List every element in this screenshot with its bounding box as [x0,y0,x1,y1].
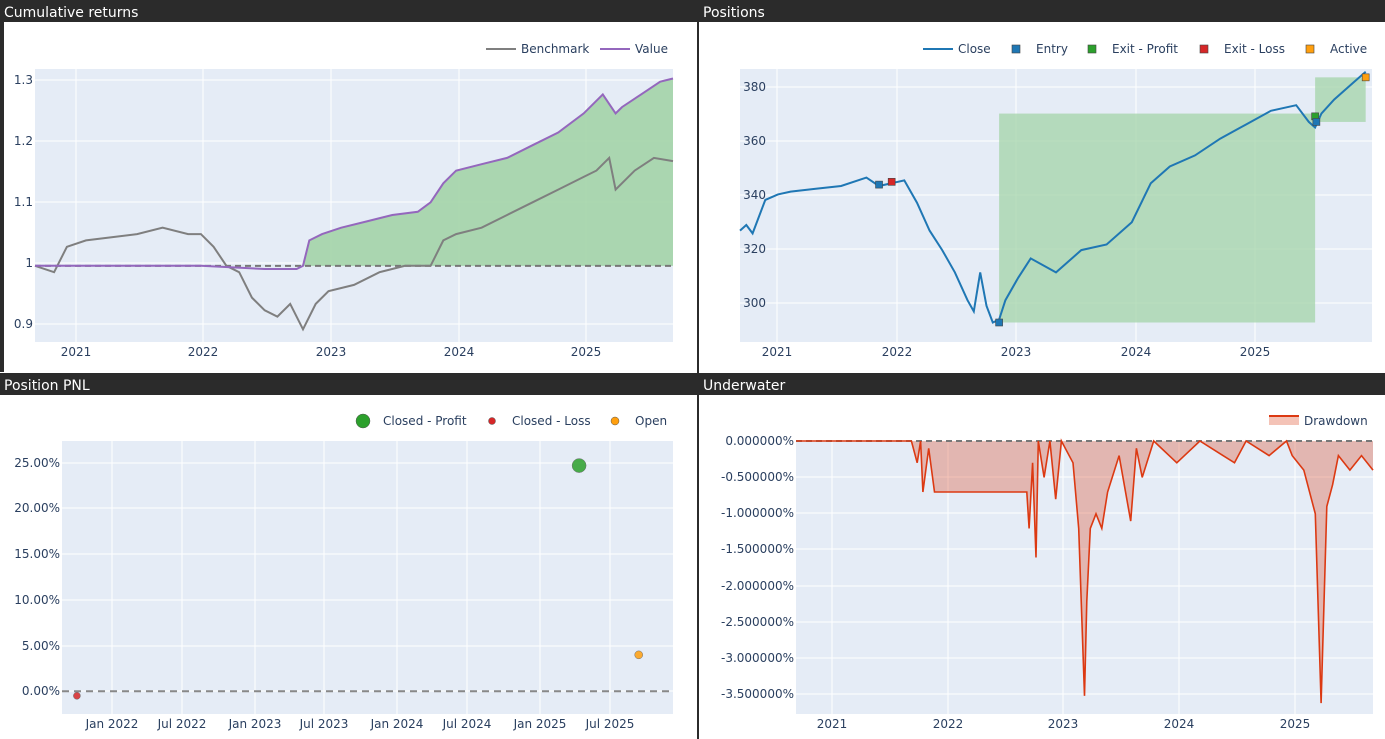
drawdown-line [796,438,1374,704]
legend-drawdown-label: Drawdown [1304,414,1368,428]
pnl-y-tick-label: 10.00% [14,593,60,607]
legend-loss-dot [488,417,496,425]
underwater-y-tick-label: -1.500000% [721,542,794,556]
pnl-x-tick-label: Jul 2022 [157,717,207,731]
cumulative-x-tick-label: 2022 [188,345,219,359]
marker-exit-loss [887,178,896,186]
cumulative-y-tick-label: 1 [25,256,33,270]
legend-loss-label: Closed - Loss [512,414,591,428]
cumulative-x-tick-label: 2024 [444,345,475,359]
marker-entry [1312,118,1321,126]
underwater-y-tick-label: 0.000000% [725,434,794,448]
cumulative-y-tick-label: 1.1 [14,195,33,209]
underwater-y-tick-label: -3.500000% [721,687,794,701]
legend-drawdown-fill [1269,416,1299,425]
pnl-y-tick-label: 20.00% [14,501,60,515]
pnl-point-open [634,650,643,660]
value-line [35,77,674,270]
pnl-x-tick-label: Jul 2025 [585,717,635,731]
pnl-x-tick-label: Jul 2024 [442,717,492,731]
pnl-y-tick-label: 25.00% [14,456,60,470]
marker-active [1361,73,1370,82]
legend-marker-label: Exit - Loss [1224,42,1285,56]
underwater-x-tick-label: 2024 [1164,717,1195,731]
positions-x-tick-label: 2021 [762,345,793,359]
pnl-point-closed-profit [571,458,587,473]
cumulative-x-tick-label: 2023 [316,345,347,359]
drawdown-area [796,441,1373,704]
legend-benchmark-label: Benchmark [521,42,589,56]
positions-y-tick-label: 320 [743,242,766,256]
underwater-x-tick-label: 2023 [1048,717,1079,731]
legend-marker-label: Exit - Profit [1112,42,1178,56]
positions-x-tick-label: 2022 [882,345,913,359]
legend-close-label: Close [958,42,991,56]
positions-zone-active [1315,77,1366,122]
positions-y-tick-label: 300 [743,296,766,310]
legend-marker-swatch [1199,44,1209,54]
pnl-x-tick-label: Jan 2022 [85,717,139,731]
underwater-title: Underwater [699,373,1385,395]
cumulative-x-tick-label: 2025 [571,345,602,359]
legend-marker-label: Active [1330,42,1367,56]
positions-x-tick-label: 2023 [1001,345,1032,359]
positions-zone-profit [999,113,1316,323]
cumulative-y-tick-label: 1.2 [14,134,33,148]
cumulative-profit-fill [35,78,673,266]
pnl-x-tick-label: Jan 2024 [370,717,424,731]
pnl-x-tick-label: Jul 2023 [299,717,349,731]
legend-open-label: Open [635,414,667,428]
legend-open-dot [610,416,620,426]
cumulative-y-tick-label: 1.3 [14,73,33,87]
pnl-plot-area [62,441,673,714]
pnl-y-tick-label: 0.00% [22,684,60,698]
pnl-x-tick-label: Jan 2025 [513,717,567,731]
pnl-point-closed-loss [73,692,81,700]
underwater-y-tick-label: -2.500000% [721,615,794,629]
marker-entry [995,318,1003,327]
cumulative-title: Cumulative returns [0,0,697,22]
underwater-x-tick-label: 2021 [817,717,848,731]
positions-x-tick-label: 2025 [1240,345,1271,359]
underwater-y-tick-label: -3.000000% [721,651,794,665]
underwater-y-tick-label: -0.500000% [721,470,794,484]
underwater-y-tick-label: -1.000000% [721,506,794,520]
cumulative-x-tick-label: 2021 [61,345,92,359]
positions-y-tick-label: 380 [743,80,766,94]
pnl-y-tick-label: 15.00% [14,547,60,561]
vertical-divider [697,0,699,739]
underwater-x-tick-label: 2022 [933,717,964,731]
legend-profit-label: Closed - Profit [383,414,467,428]
positions-x-tick-label: 2024 [1121,345,1152,359]
positions-y-tick-label: 340 [743,188,766,202]
left-edge [0,22,4,372]
legend-value-label: Value [635,42,668,56]
legend-marker-swatch [1305,44,1315,54]
legend-marker-swatch [1087,44,1097,54]
legend-profit-dot [355,413,371,429]
positions-y-tick-label: 360 [743,134,766,148]
underwater-y-tick-label: -2.000000% [721,579,794,593]
positions-title: Positions [699,0,1385,22]
cumulative-y-tick-label: 0.9 [14,317,33,331]
legend-marker-swatch [1011,44,1021,54]
pnl-y-tick-label: 5.00% [22,639,60,653]
pnl-title: Position PNL [0,373,697,395]
underwater-x-tick-label: 2025 [1280,717,1311,731]
benchmark-line [34,155,674,332]
pnl-x-tick-label: Jan 2023 [228,717,282,731]
legend-marker-label: Entry [1036,42,1068,56]
marker-entry [875,180,883,189]
